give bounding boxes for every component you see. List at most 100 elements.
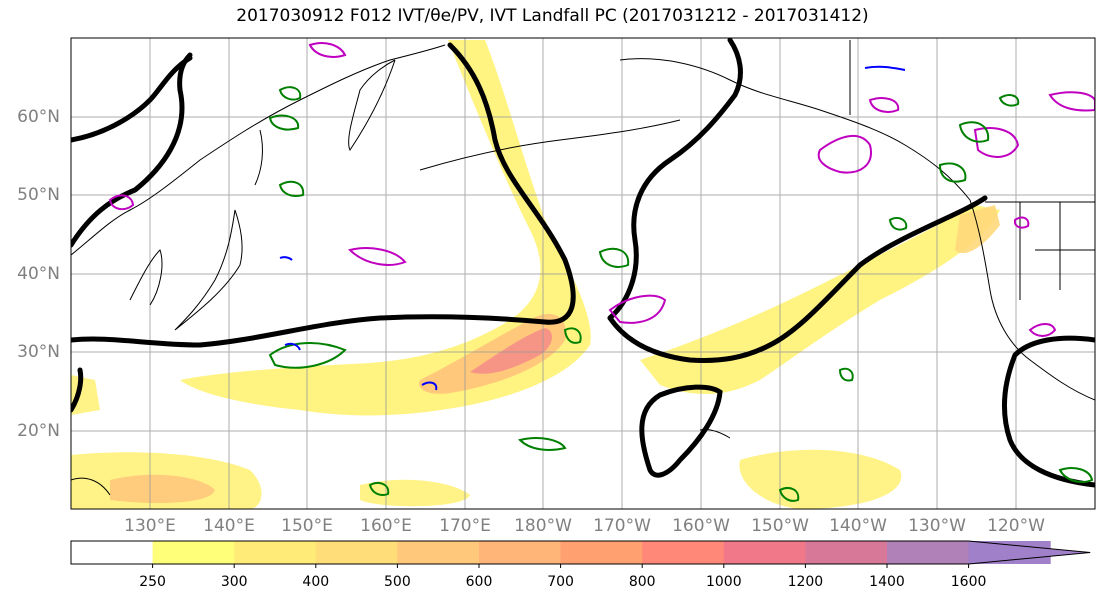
colorbar-extend-arrow [968, 541, 1091, 564]
coast-korea [129, 249, 163, 306]
coast-asia [71, 44, 446, 256]
lat-label-50: 50°N [17, 185, 60, 205]
pv-magenta-8 [308, 42, 347, 58]
pv-blue-3 [284, 342, 301, 351]
ivt-plume-main [180, 40, 591, 416]
colorbar-label-250: 250 [139, 574, 166, 590]
pv-magenta-5 [1048, 91, 1095, 112]
coast-na-west [969, 199, 1095, 401]
theta-e-contour-3 [607, 38, 743, 321]
lon-label-130e: 130°E [124, 516, 176, 536]
colorbar-label-1400: 1400 [869, 574, 905, 590]
theta-e-contour-1 [71, 42, 576, 348]
coast-japan [174, 209, 243, 331]
colorbar-label-1200: 1200 [787, 574, 824, 590]
pv-blue-4 [279, 256, 293, 261]
colorbar-bin-4 [397, 541, 480, 564]
pv-green-5 [268, 114, 300, 131]
colorbar-label-700: 700 [547, 574, 574, 590]
colorbar-label-1000: 1000 [705, 574, 742, 590]
colorbar-bin-5 [479, 541, 562, 564]
theta-e-contour-8 [71, 367, 84, 413]
lon-label-150e: 150°E [281, 516, 333, 536]
colorbar-label-800: 800 [628, 574, 656, 590]
lon-label-140e: 140°E [203, 516, 255, 536]
pv-green-13 [838, 367, 854, 382]
pv-blue-1 [421, 381, 438, 391]
pv-magenta-9 [108, 194, 135, 211]
colorbar-bin-9 [805, 541, 888, 564]
coast-aleutians [419, 119, 681, 171]
pv-green-7 [518, 437, 567, 451]
lon-label-160w: 160°W [672, 516, 730, 536]
ivt-plume-max [470, 328, 552, 374]
pv-green-12 [888, 217, 908, 231]
pv-magenta-7 [868, 97, 900, 113]
theta-e-contour-6 [639, 384, 723, 478]
theta-e-contour-7 [1002, 335, 1095, 488]
lat-label-60: 60°N [17, 107, 60, 127]
ivt-plume-coast [955, 205, 1000, 254]
ivt-south-core [110, 474, 215, 503]
map-title: 2017030912 F012 IVT/θe/PV, IVT Landfall … [236, 6, 869, 26]
lon-label-130w: 130°W [908, 516, 966, 536]
lon-label-150w: 150°W [751, 516, 809, 536]
lat-label-30: 30°N [17, 342, 60, 362]
pv-green-9 [1058, 467, 1094, 483]
coast-sakhalin [254, 129, 263, 186]
colorbar-outline [70, 540, 1091, 565]
pv-green-14 [998, 94, 1020, 107]
ivt-field [71, 40, 1000, 509]
pv-green-10 [563, 327, 582, 344]
lon-label-170e: 170°E [439, 516, 491, 536]
colorbar-label-300: 300 [220, 574, 248, 590]
lon-label-120w: 120°W [987, 516, 1045, 536]
ivt-plume-core [419, 313, 566, 394]
theta-e-contour-4 [71, 52, 193, 248]
coast-alaska [619, 58, 971, 201]
pv-blue-2 [864, 65, 906, 71]
pv-green-3 [958, 121, 990, 143]
pv-green-1 [268, 342, 347, 369]
coast-philippines [71, 477, 111, 496]
lon-label-140w: 140°W [829, 516, 887, 536]
pv-green-11 [278, 86, 302, 101]
colorbar-bin-0 [71, 541, 154, 564]
pv-magenta-3 [817, 135, 872, 174]
pv-green-15 [368, 482, 390, 496]
colorbar-bin-7 [642, 541, 725, 564]
lon-label-180w: 180°W [514, 516, 572, 536]
colorbar-label-500: 500 [384, 574, 411, 590]
pv-magenta-4 [973, 127, 1020, 158]
theta-e-contour-5 [71, 55, 193, 143]
colorbar-bin-8 [723, 541, 806, 564]
lon-label-170w: 170°W [593, 516, 651, 536]
colorbar [70, 540, 1091, 568]
pv-green-6 [278, 180, 305, 197]
graticule [71, 38, 1095, 509]
colorbar-label-400: 400 [302, 574, 330, 590]
theta-e-contour-2 [607, 195, 988, 363]
pv-magenta-1 [348, 247, 407, 266]
colorbar-label-600: 600 [465, 574, 493, 590]
pv-green-4 [938, 162, 967, 183]
pv-contours [108, 42, 1095, 502]
colorbar-bin-3 [315, 541, 398, 564]
lon-label-160e: 160°E [360, 516, 412, 536]
colorbar-bin-10 [887, 541, 970, 564]
theta-e-contours [71, 38, 1095, 488]
lat-label-20: 20°N [17, 421, 60, 441]
pv-green-2 [598, 247, 630, 268]
colorbar-bin-6 [560, 541, 643, 564]
colorbar-label-1600: 1600 [950, 574, 987, 590]
pv-magenta-2 [608, 294, 667, 324]
colorbar-bin-1 [152, 541, 235, 564]
ivt-plume-east [640, 205, 1000, 395]
pv-green-8 [778, 487, 800, 502]
lat-label-40: 40°N [17, 264, 60, 284]
pv-magenta-10 [1013, 216, 1030, 229]
coast-kamchatka [348, 59, 396, 151]
pv-magenta-6 [1028, 323, 1057, 337]
map-frame [70, 37, 1096, 510]
